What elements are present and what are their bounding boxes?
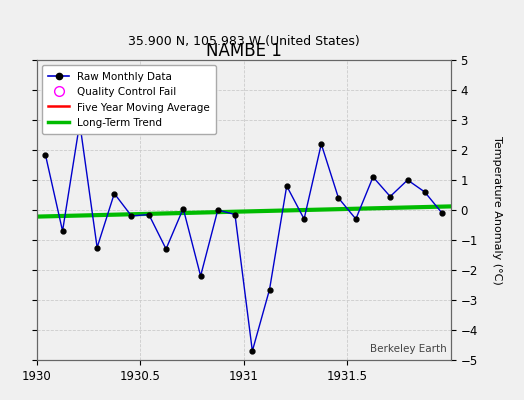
Title: NAMBE 1: NAMBE 1 [206, 42, 281, 60]
Text: Berkeley Earth: Berkeley Earth [370, 344, 446, 354]
Legend: Raw Monthly Data, Quality Control Fail, Five Year Moving Average, Long-Term Tren: Raw Monthly Data, Quality Control Fail, … [42, 65, 216, 134]
Text: 35.900 N, 105.983 W (United States): 35.900 N, 105.983 W (United States) [128, 35, 359, 48]
Y-axis label: Temperature Anomaly (°C): Temperature Anomaly (°C) [492, 136, 501, 284]
